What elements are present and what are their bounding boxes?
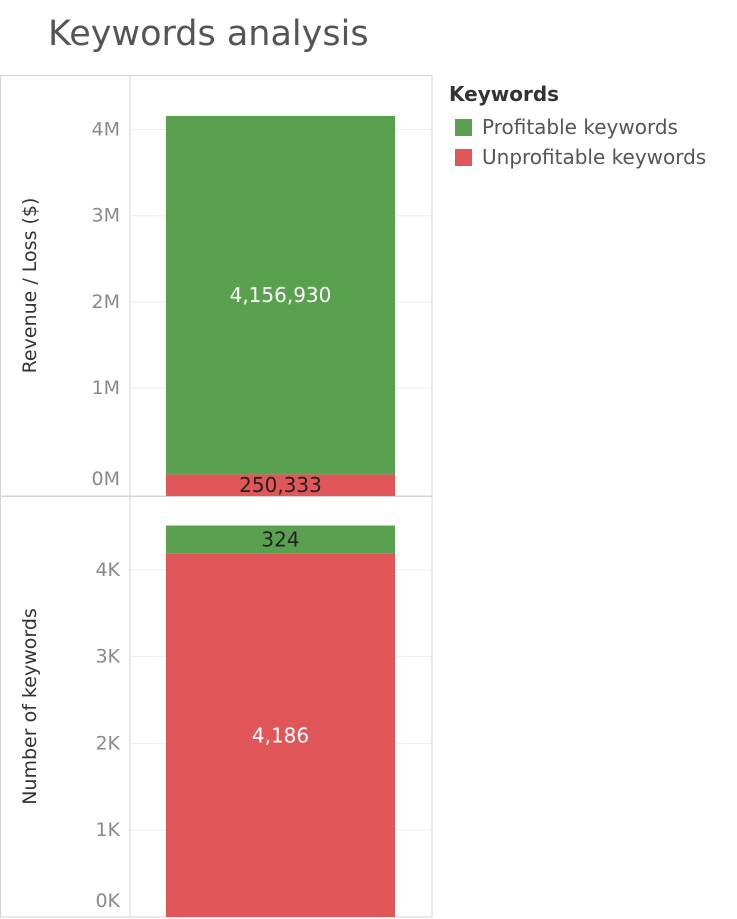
revenue-tick-label-3: 3M bbox=[92, 205, 120, 227]
count-tick-label-2: 2K bbox=[95, 732, 120, 754]
legend-item-profitable[interactable]: Profitable keywords bbox=[449, 112, 706, 142]
count-tick-label-4: 4K bbox=[95, 559, 120, 581]
legend-swatch-profitable bbox=[455, 118, 472, 136]
legend-item-unprofitable[interactable]: Unprofitable keywords bbox=[449, 142, 706, 172]
revenue-bar-profitable[interactable] bbox=[166, 115, 395, 475]
revenue-tick-label-0: 0M bbox=[92, 468, 120, 490]
revenue-tick-label-1: 1M bbox=[92, 377, 120, 399]
revenue-data-label-profitable: 4,156,930 bbox=[230, 283, 332, 307]
legend: Keywords Profitable keywords Unprofitabl… bbox=[449, 82, 706, 172]
chart-title: Keywords analysis bbox=[48, 14, 369, 54]
revenue-tick-label-2: 2M bbox=[92, 291, 120, 313]
legend-title: Keywords bbox=[449, 82, 560, 106]
count-tick-label-3: 3K bbox=[95, 646, 120, 668]
revenue-tick-label-4: 4M bbox=[92, 118, 120, 140]
legend-label-unprofitable: Unprofitable keywords bbox=[482, 145, 707, 169]
count-data-label-profitable: 324 bbox=[261, 528, 299, 552]
count-bar-unprofitable[interactable] bbox=[166, 553, 395, 917]
count-data-label-unprofitable: 4,186 bbox=[252, 723, 309, 747]
revenue-data-label-unprofitable: 250,333 bbox=[239, 473, 322, 497]
count-tick-label-0: 0K bbox=[95, 890, 120, 912]
revenue-axis-title: Revenue / Loss ($) bbox=[19, 198, 41, 374]
legend-label-profitable: Profitable keywords bbox=[482, 115, 678, 139]
count-bar-profitable[interactable] bbox=[166, 525, 395, 554]
count-axis-title: Number of keywords bbox=[19, 608, 41, 805]
legend-swatch-unprofitable bbox=[455, 148, 472, 166]
revenue-bar-unprofitable[interactable] bbox=[166, 474, 395, 496]
count-tick-label-1: 1K bbox=[95, 819, 120, 841]
